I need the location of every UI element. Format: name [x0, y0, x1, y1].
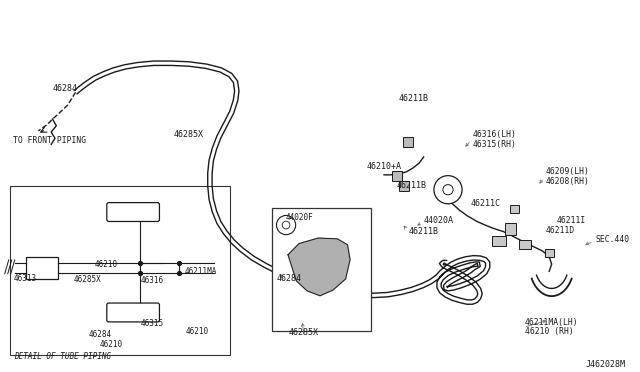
Text: 46285X: 46285X [289, 328, 319, 337]
Text: 46211D: 46211D [545, 226, 575, 235]
Text: 46284: 46284 [276, 274, 302, 283]
Text: J462028M: J462028M [586, 360, 626, 369]
Text: 46211I: 46211I [557, 216, 586, 225]
Bar [403, 137, 413, 147]
Text: 46208(RH): 46208(RH) [545, 177, 589, 186]
Text: 46211MA(LH): 46211MA(LH) [525, 318, 579, 327]
Circle shape [282, 221, 290, 229]
Text: 46316(LH): 46316(LH) [472, 130, 516, 139]
Text: 46211B: 46211B [397, 182, 427, 190]
Bar [545, 249, 554, 257]
Text: SEC.440: SEC.440 [595, 235, 629, 244]
Text: 46285X: 46285X [174, 130, 204, 139]
Text: 46210 (RH): 46210 (RH) [525, 327, 573, 336]
Text: 46210: 46210 [186, 327, 209, 336]
Text: 46210: 46210 [95, 260, 118, 269]
Bar [519, 240, 531, 250]
Text: 46209(LH): 46209(LH) [545, 167, 589, 176]
Text: 46211B: 46211B [408, 227, 438, 236]
Circle shape [276, 215, 296, 235]
Text: 46284: 46284 [88, 330, 111, 339]
Text: TO FRONT PIPING: TO FRONT PIPING [13, 136, 86, 145]
Bar [510, 205, 519, 213]
Text: 46211MA: 46211MA [184, 267, 217, 276]
FancyBboxPatch shape [107, 303, 159, 322]
Text: 46285X: 46285X [74, 275, 101, 284]
Bar [505, 223, 516, 235]
Text: DETAIL OF TUBE PIPING: DETAIL OF TUBE PIPING [14, 352, 111, 360]
Text: 44020A: 44020A [424, 216, 454, 225]
Text: 46284: 46284 [52, 84, 77, 93]
Bar [26, 257, 58, 279]
Text: 46316: 46316 [141, 276, 164, 285]
Bar [10, 186, 230, 355]
Text: 46210: 46210 [99, 340, 122, 349]
Bar [272, 208, 371, 331]
Circle shape [443, 185, 453, 195]
Circle shape [434, 176, 462, 204]
Bar [399, 181, 409, 191]
Bar [492, 236, 506, 246]
Polygon shape [288, 238, 350, 296]
Text: 44020F: 44020F [286, 213, 314, 222]
Text: 46315: 46315 [141, 319, 164, 328]
Text: 46210+A: 46210+A [366, 162, 401, 171]
Text: 46211B: 46211B [398, 94, 428, 103]
Text: 46315(RH): 46315(RH) [472, 140, 516, 149]
Text: 46211C: 46211C [471, 199, 501, 208]
Text: 46313: 46313 [14, 274, 37, 283]
FancyBboxPatch shape [107, 203, 159, 221]
Bar [392, 171, 401, 180]
